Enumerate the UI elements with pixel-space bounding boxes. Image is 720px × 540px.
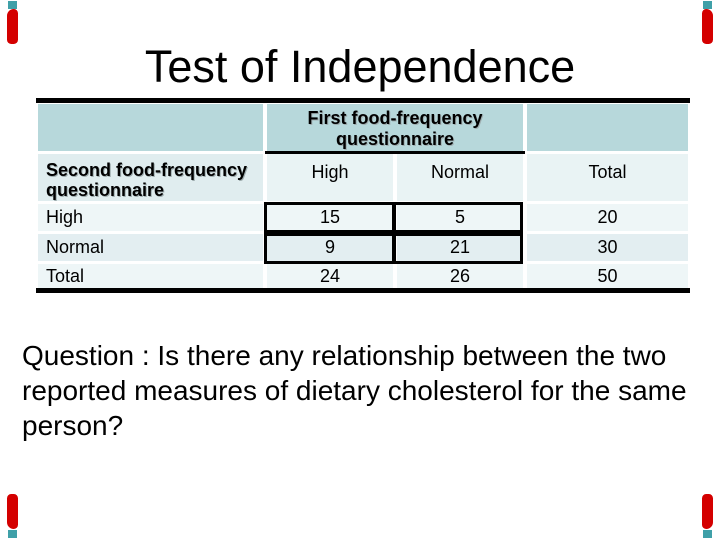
cell-count-normal-high: 9: [267, 234, 393, 261]
corner-bar-icon: [702, 494, 713, 529]
row-label-normal: Normal: [38, 234, 263, 261]
question-line-3: person?: [22, 410, 124, 441]
cell-grand-total: 50: [527, 264, 688, 288]
cell-total-col-high: 24: [267, 264, 393, 288]
col-group-underline: [265, 151, 525, 154]
question-line-1: Question : Is there any relationship bet…: [22, 340, 667, 371]
table-bottom-border: [36, 288, 690, 293]
cell-total-high: 20: [527, 204, 688, 231]
highlight-box-divider: [392, 202, 396, 264]
corner-square-icon: [703, 1, 712, 9]
table-top-border: [36, 98, 690, 103]
cell-total-normal: 30: [527, 234, 688, 261]
corner-square-icon: [8, 1, 17, 9]
row-label-total: Total: [38, 264, 263, 288]
corner-bar-icon: [702, 9, 713, 44]
corner-bar-icon: [7, 9, 18, 44]
cell-count-high-normal: 5: [397, 204, 523, 231]
row-group-header: Second food-frequency questionnaire: [38, 154, 263, 201]
col-header-total: Total: [527, 154, 688, 201]
cell-total-col-normal: 26: [397, 264, 523, 288]
question-text: Question : Is there any relationship bet…: [22, 338, 712, 443]
col-group-header: First food-frequency questionnaire: [267, 104, 523, 151]
cell-empty-top-left: [38, 104, 263, 151]
corner-square-icon: [8, 530, 17, 538]
cell-count-high-high: 15: [267, 204, 393, 231]
corner-square-icon: [703, 530, 712, 538]
question-line-2: reported measures of dietary cholesterol…: [22, 375, 687, 406]
corner-bar-icon: [7, 494, 18, 529]
slide-title: Test of Independence: [144, 41, 576, 92]
row-label-high: High: [38, 204, 263, 231]
cell-count-normal-normal: 21: [397, 234, 523, 261]
col-header-high: High: [267, 154, 393, 201]
contingency-table: First food-frequency questionnaire Secon…: [36, 98, 690, 294]
col-header-normal: Normal: [397, 154, 523, 201]
cell-empty-top-right: [527, 104, 688, 151]
